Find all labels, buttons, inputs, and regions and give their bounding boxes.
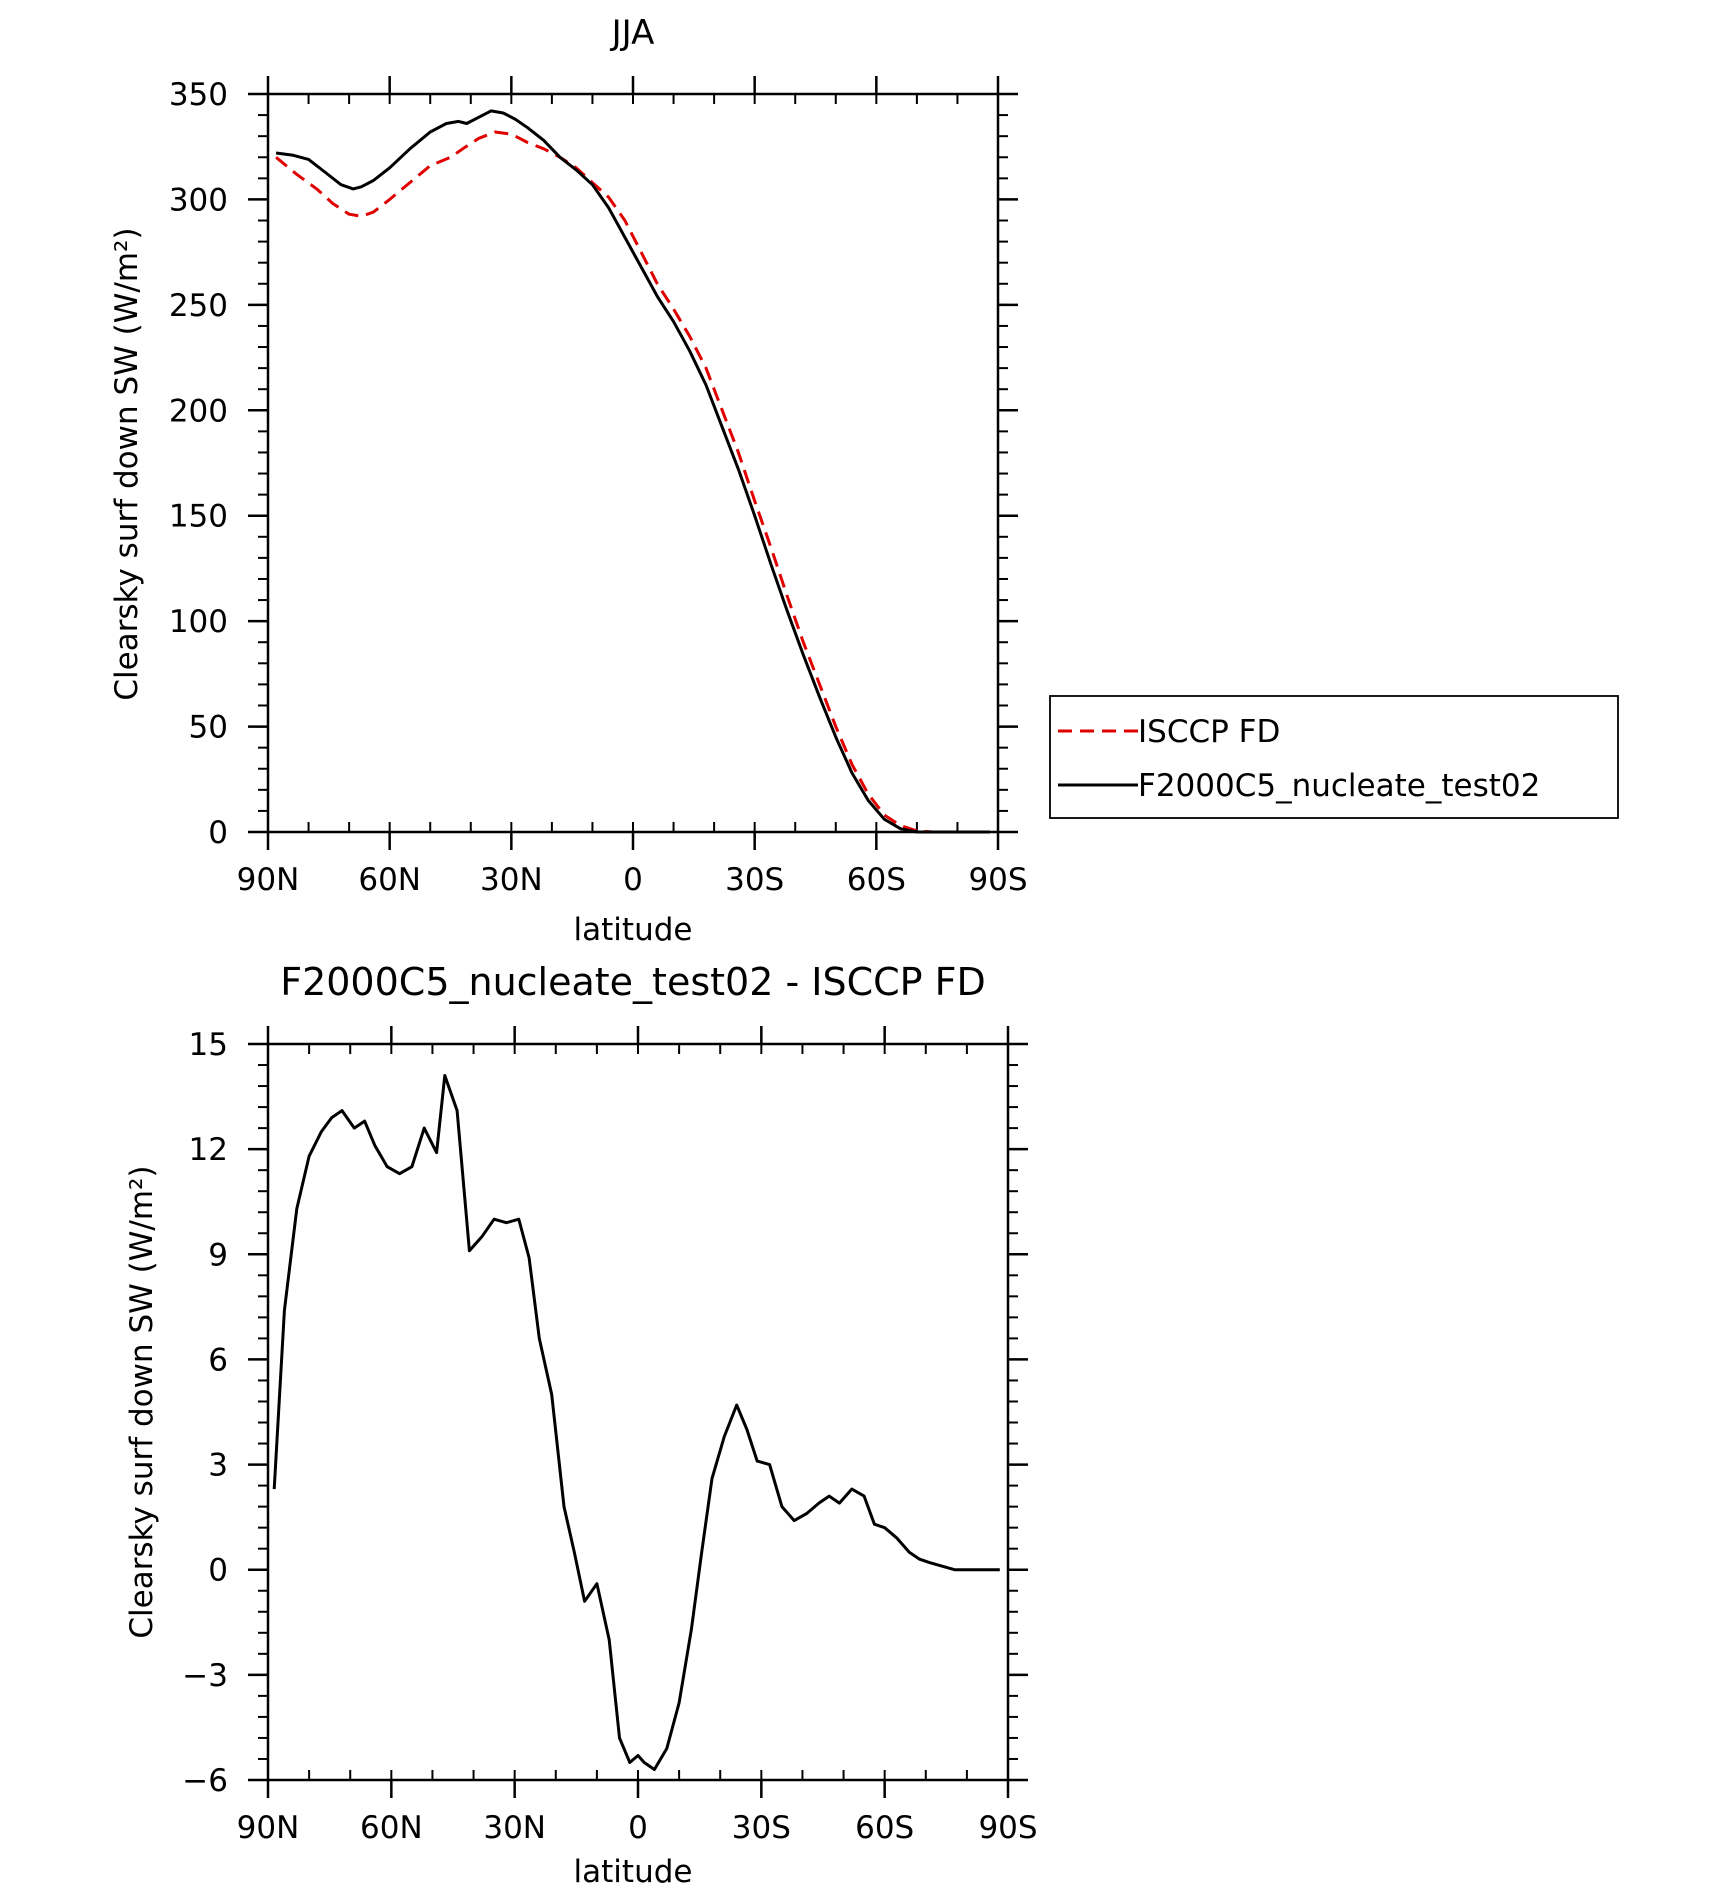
y-tick-label: 0 [208, 815, 228, 851]
legend-label-model: F2000C5_nucleate_test02 [1138, 768, 1540, 804]
y-tick-label: 150 [169, 499, 228, 535]
y-axis-label: Clearsky surf down SW (W/m²) [124, 1165, 160, 1638]
x-tick-label: 60S [855, 1810, 914, 1846]
axis-ticks [248, 1026, 1028, 1798]
plot-frame [266, 92, 1000, 834]
series-line-2 [275, 109, 990, 834]
x-tick-label: 30S [725, 862, 784, 898]
y-axis-label: Clearsky surf down SW (W/m²) [109, 227, 145, 700]
y-tick-label: 3 [208, 1448, 228, 1484]
y-tick-label: 300 [169, 182, 228, 218]
x-tick-label: 30N [480, 862, 543, 898]
x-tick-label: 60N [358, 862, 421, 898]
chart-title: F2000C5_nucleate_test02 - ISCCP FD [280, 960, 986, 1004]
tick-labels: 90N 60N 30N 0 30S 60S 90S 0 50 100 150 200 250 300 350 [169, 77, 1028, 898]
x-axis-label: latitude [574, 912, 693, 948]
x-tick-label: 30S [732, 1810, 791, 1846]
x-tick-label: 0 [628, 1810, 648, 1846]
y-tick-label: −6 [182, 1763, 228, 1799]
x-axis-label: latitude [574, 1854, 693, 1889]
x-tick-label: 30N [483, 1810, 546, 1846]
series-line-1 [275, 130, 990, 834]
chart-title: JJA [610, 13, 655, 53]
y-tick-label: 200 [169, 393, 228, 429]
y-tick-label: 15 [189, 1027, 228, 1063]
axis-ticks [248, 76, 1018, 850]
legend-box [1049, 695, 1619, 819]
tick-labels: 90N 60N 30N 0 30S 60S 90S −6 −3 0 3 6 9 12 15 [182, 1027, 1037, 1846]
legend-label-isccp: ISCCP FD [1138, 714, 1280, 750]
y-tick-label: 12 [189, 1132, 228, 1168]
chart-panel-top: JJA latitude Clearsky surf down SW (W/m²… [109, 13, 1619, 948]
series-line-1 [272, 1074, 1000, 1771]
plot-frame [266, 1042, 1010, 1782]
y-tick-label: 6 [208, 1342, 228, 1378]
y-tick-label: 50 [189, 710, 228, 746]
chart-panel-bottom: F2000C5_nucleate_test02 - ISCCP FD latit… [124, 960, 1038, 1889]
x-tick-label: 90N [237, 1810, 300, 1846]
y-tick-label: 350 [169, 77, 228, 113]
x-tick-label: 0 [623, 862, 643, 898]
x-tick-label: 90S [978, 1810, 1037, 1846]
y-tick-label: −3 [182, 1658, 228, 1694]
y-tick-label: 250 [169, 288, 228, 324]
series-lines [272, 1074, 1000, 1771]
y-tick-label: 9 [208, 1237, 228, 1273]
x-tick-label: 60S [847, 862, 906, 898]
series-lines [275, 109, 990, 834]
x-tick-label: 90N [237, 862, 300, 898]
legend: ISCCP FD F2000C5_nucleate_test02 [1049, 695, 1619, 819]
y-tick-label: 0 [208, 1553, 228, 1589]
y-tick-label: 100 [169, 604, 228, 640]
x-tick-label: 60N [360, 1810, 423, 1846]
x-tick-label: 90S [968, 862, 1027, 898]
